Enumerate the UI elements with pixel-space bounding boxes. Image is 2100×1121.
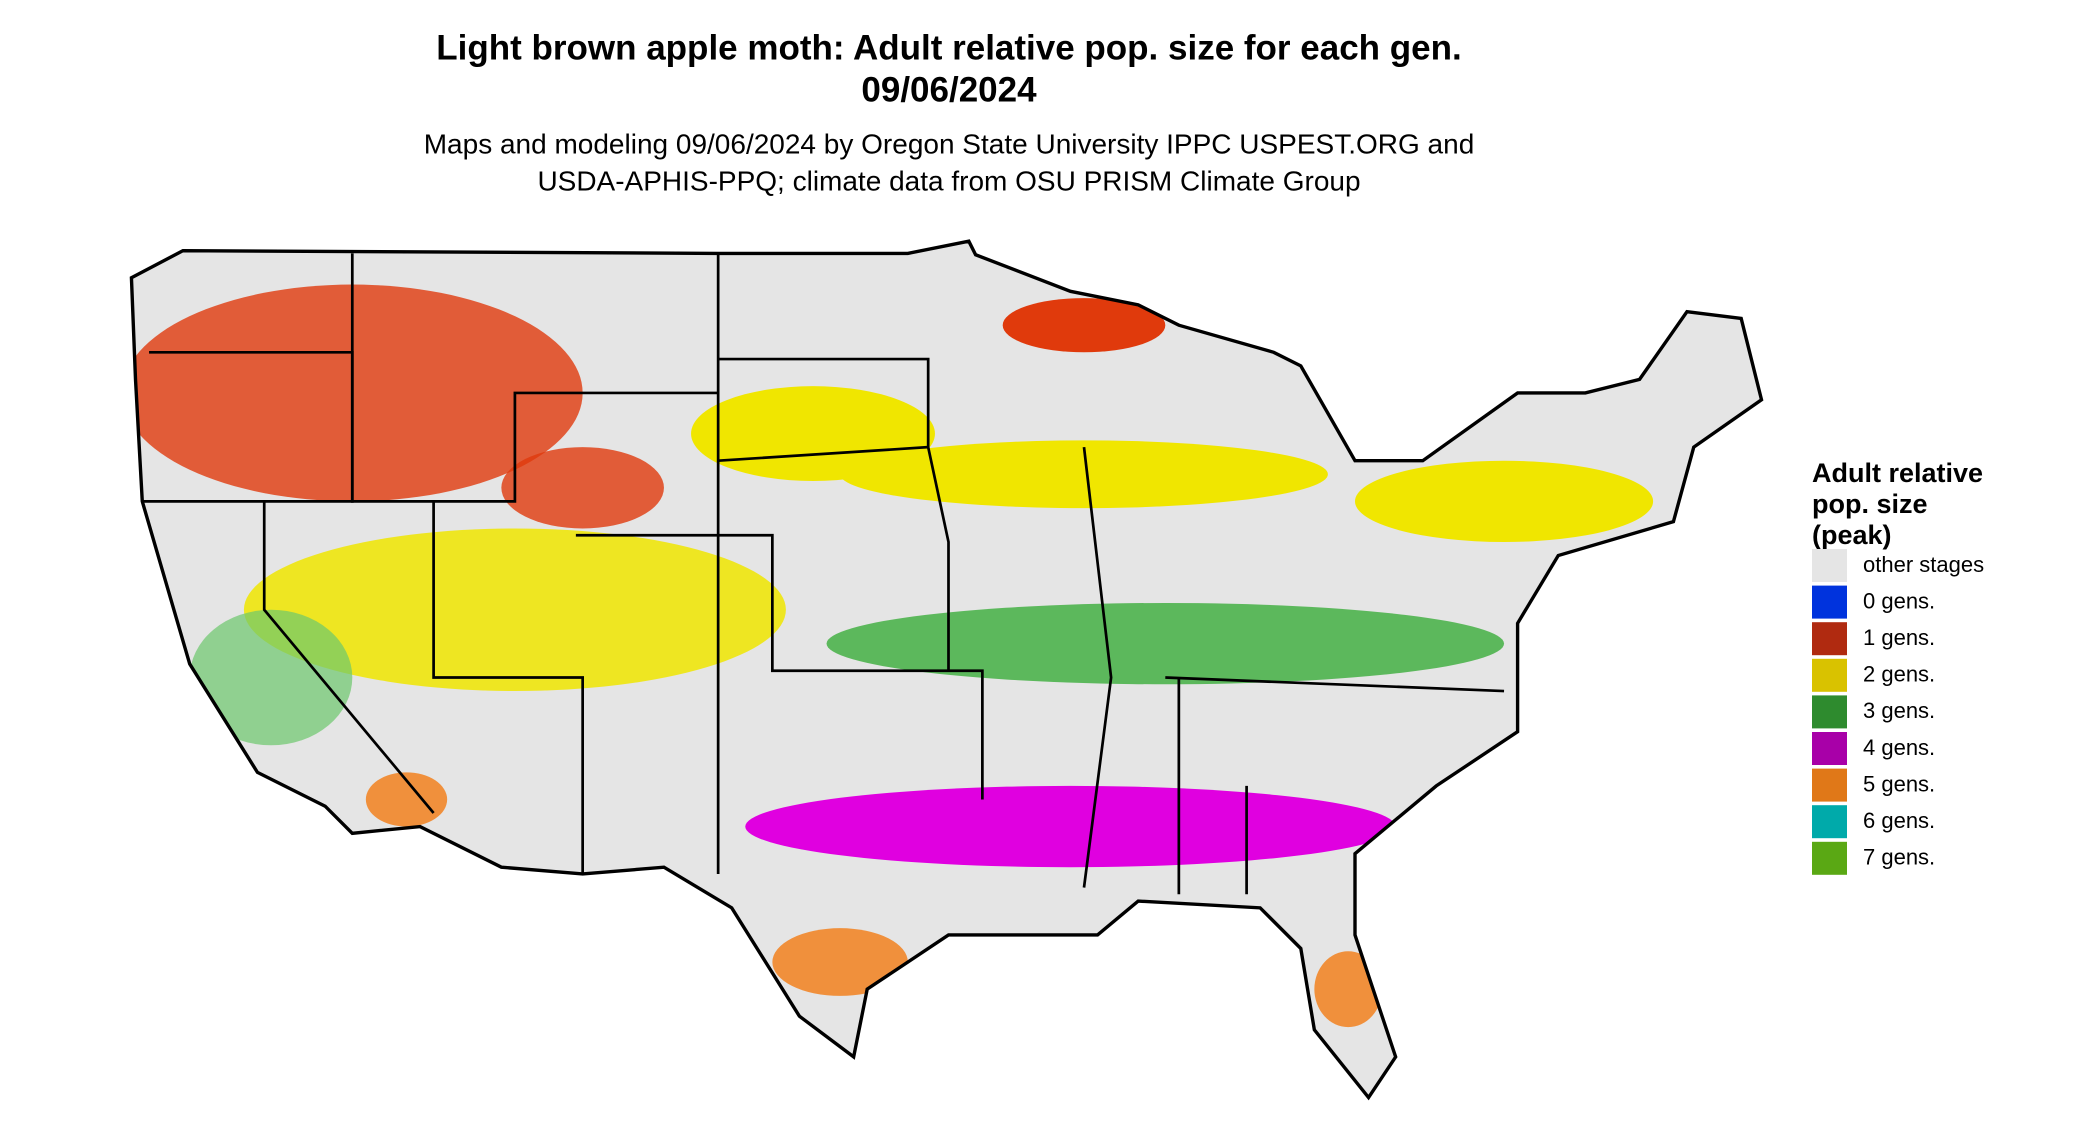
legend-label: 0 gens. <box>1863 588 1935 613</box>
legend-swatch <box>1812 658 1847 692</box>
legend-label: other stages <box>1863 552 1984 577</box>
state-line <box>350 253 719 503</box>
legend-label: 2 gens. <box>1863 662 1935 687</box>
state-line <box>926 446 950 671</box>
legend-label: 3 gens. <box>1863 698 1935 723</box>
map <box>129 239 1764 1100</box>
legend-swatch <box>1812 768 1847 802</box>
legend-swatch <box>1812 622 1847 656</box>
subtitle-line: Maps and modeling 09/06/2024 by Oregon S… <box>424 128 1475 159</box>
region-4-gen <box>745 785 1396 868</box>
legend-swatch <box>1812 732 1847 765</box>
state-line <box>262 501 435 814</box>
legend-title-line: pop. size <box>1812 489 1928 519</box>
legend-label: 5 gens. <box>1863 771 1935 796</box>
legend-label: 1 gens. <box>1863 625 1935 650</box>
state-lines <box>142 253 1505 895</box>
region-3-gen <box>189 609 353 746</box>
subtitle-line: USDA-APHIS-PPQ; climate data from OSU PR… <box>537 165 1360 196</box>
legend-swatch <box>1812 695 1847 729</box>
region-3-gen <box>826 602 1505 685</box>
region-1-gen <box>501 447 664 529</box>
legend-swatch <box>1812 841 1847 875</box>
title-line: Light brown apple moth: Adult relative p… <box>436 28 1461 67</box>
region-5-gen <box>365 772 448 827</box>
region-2-gen <box>1355 460 1654 542</box>
region-2-gen <box>840 440 1328 509</box>
title-line: 09/06/2024 <box>861 70 1037 109</box>
state-line <box>575 533 984 800</box>
state-line <box>432 501 585 874</box>
legend-title-line: Adult relative <box>1812 458 1983 488</box>
region-5-gen <box>772 928 908 996</box>
state-line <box>718 357 930 463</box>
legend-title-line: (peak) <box>1812 520 1892 550</box>
legend-label: 6 gens. <box>1863 808 1935 833</box>
regions <box>131 284 1654 1028</box>
state-line <box>1082 446 1113 888</box>
region-1-gen <box>1002 298 1166 353</box>
state-line <box>1165 676 1505 693</box>
legend-swatch <box>1812 549 1847 582</box>
legend-label: 7 gens. <box>1863 845 1935 870</box>
legend-swatch <box>1812 585 1847 619</box>
legend-label: 4 gens. <box>1863 735 1935 760</box>
region-2-gen <box>243 528 786 692</box>
legend-swatch <box>1812 805 1847 839</box>
